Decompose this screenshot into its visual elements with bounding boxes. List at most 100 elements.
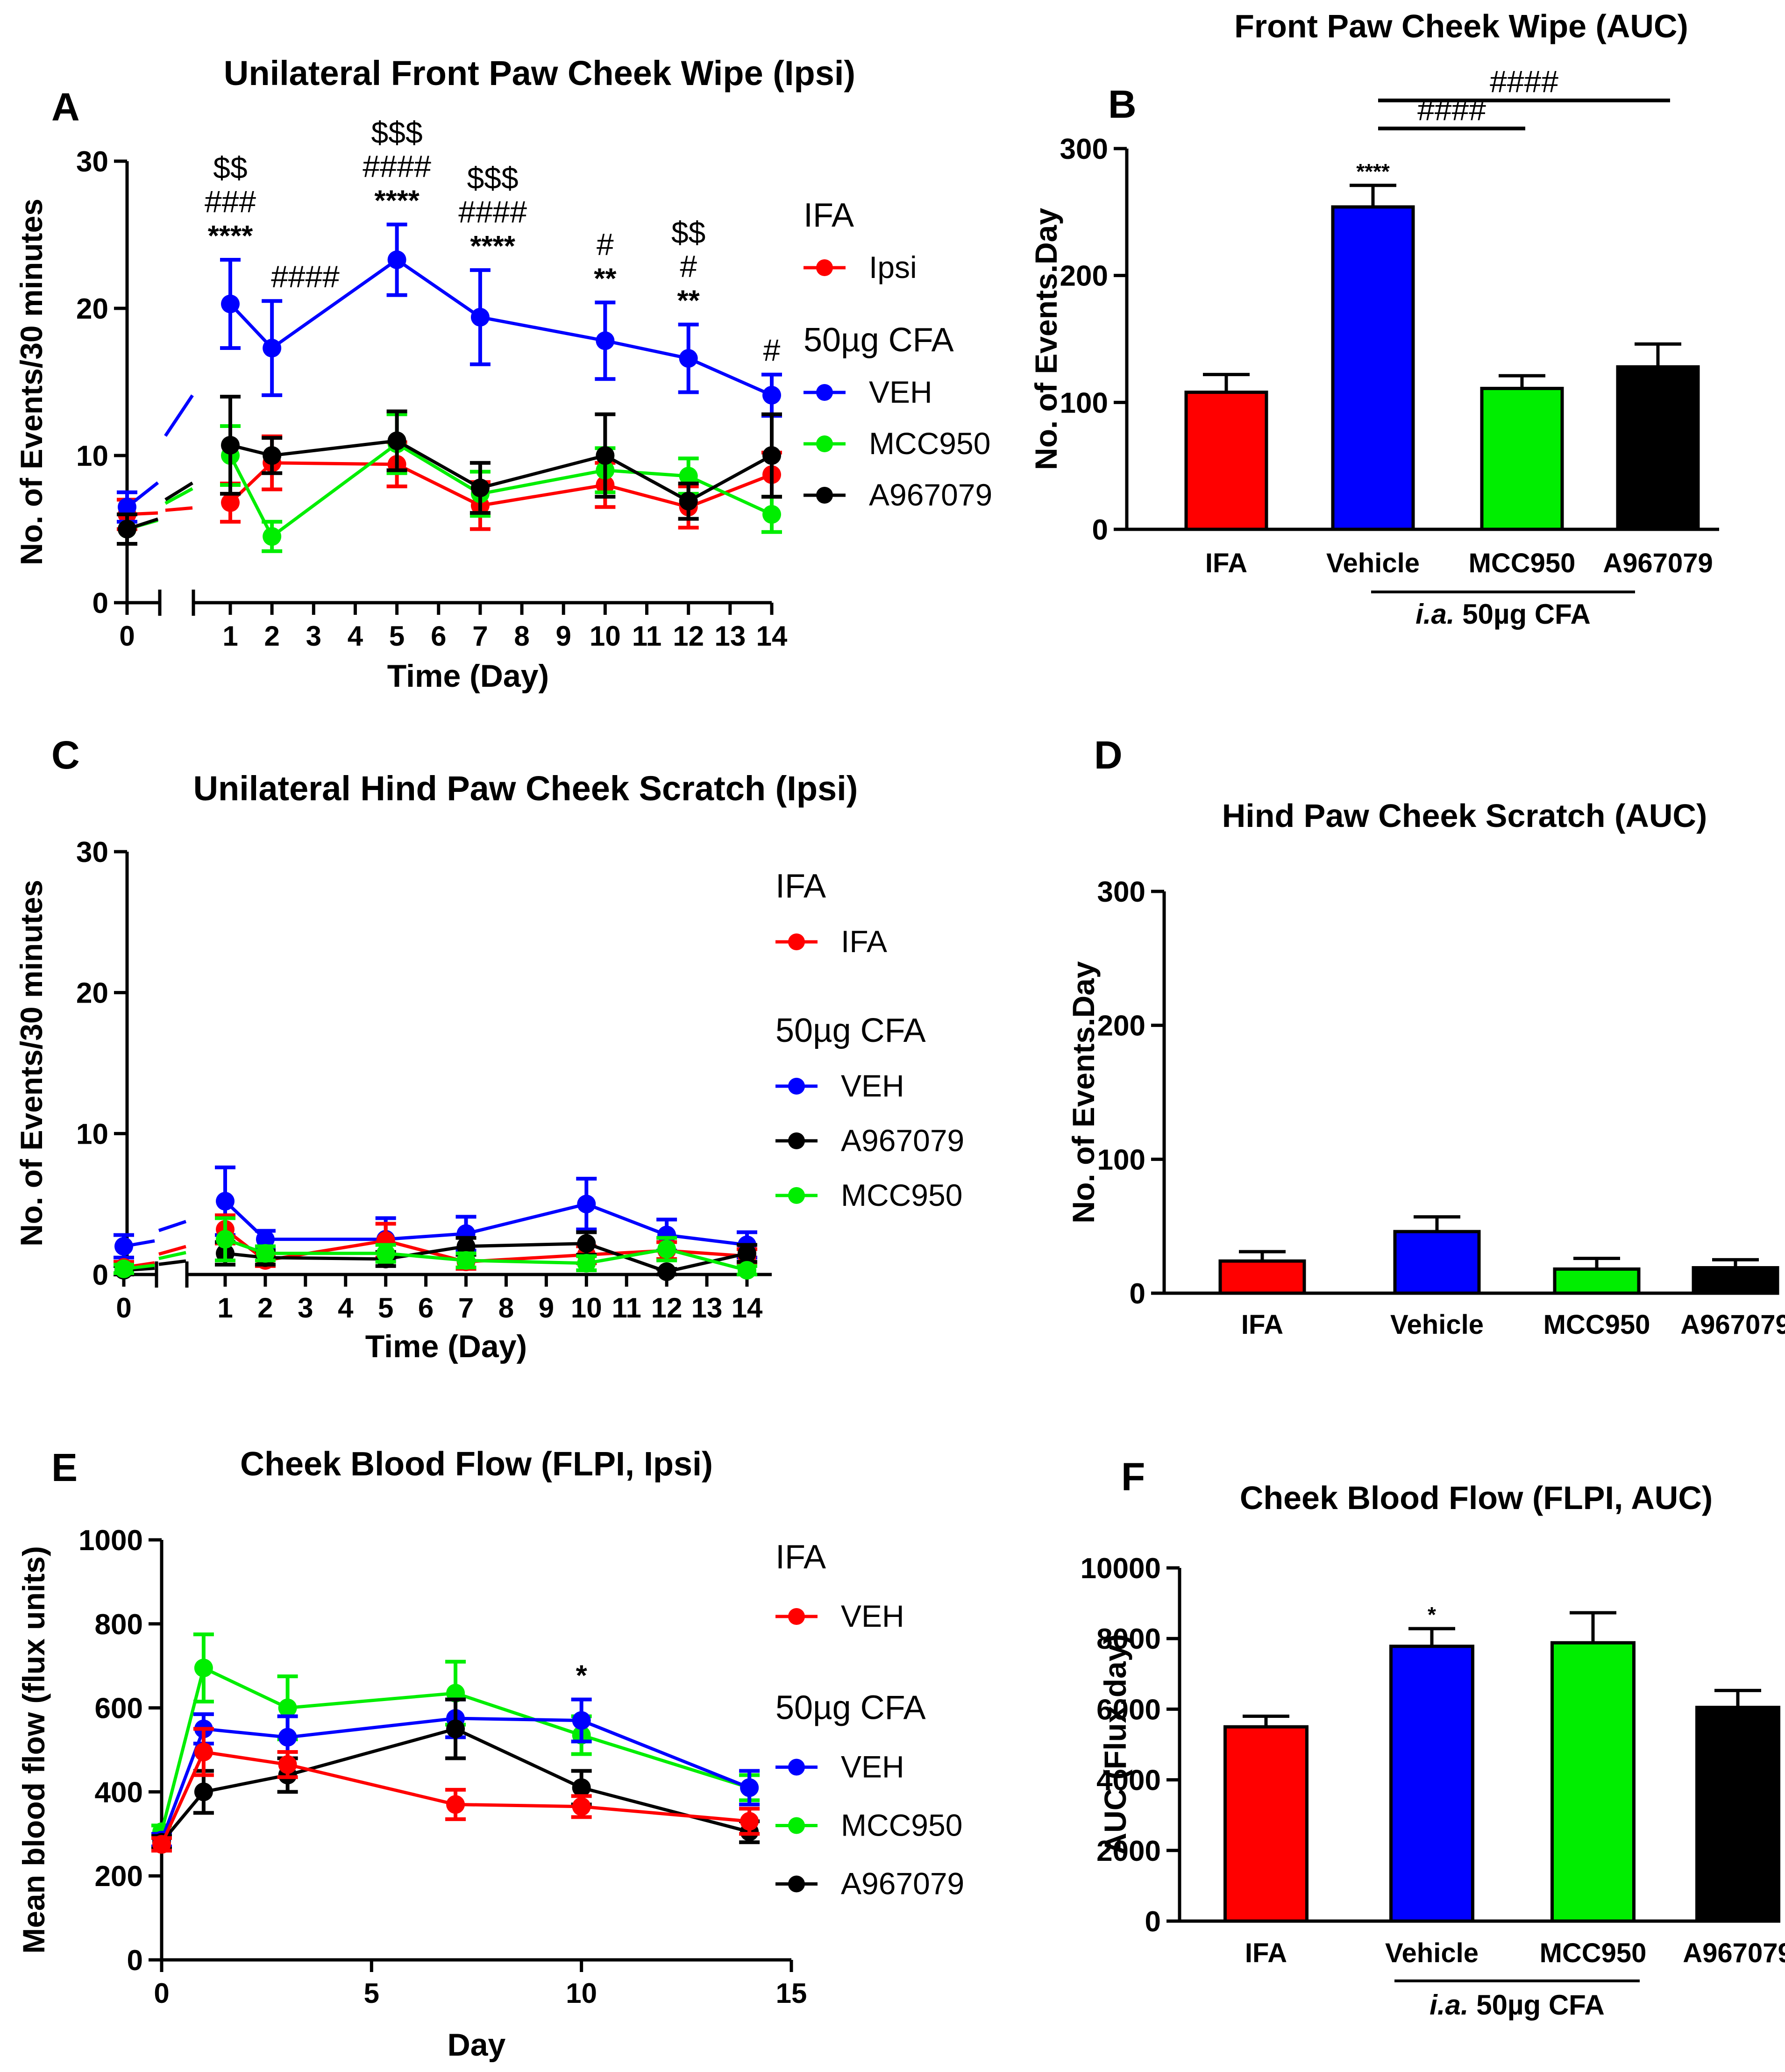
x-tick-label: 13 [691, 1292, 723, 1324]
y-tick-label: 10 [76, 1118, 108, 1150]
legend-swatch-marker [788, 1875, 805, 1893]
chart-title: Unilateral Front Paw Cheek Wipe (Ipsi) [224, 54, 855, 93]
legend-swatch-marker [788, 1187, 805, 1204]
bracket-label: #### [1490, 64, 1558, 99]
y-tick-label: 8000 [1096, 1623, 1161, 1655]
significance-annotation: $$$ [371, 115, 423, 150]
legend-swatch-marker [788, 1132, 805, 1149]
data-point [221, 294, 240, 313]
significance-annotation: $$ [671, 215, 705, 250]
legend: IFA IFA 50µg CFA VEH A967079 MCC950 [775, 868, 964, 1212]
x-tick-label: 8 [514, 620, 529, 652]
significance-annotation: $$ [213, 150, 247, 185]
x-tick-label: 2 [264, 620, 279, 652]
data-point [278, 1728, 297, 1747]
legend-header: IFA [775, 868, 826, 905]
panel-D: Hind Paw Cheek Scratch (AUC) D 0 100 200 300 N… [1066, 733, 1785, 1340]
y-axis-title: No. of Events/30 minutes [14, 199, 49, 565]
panel-label: F [1121, 1455, 1145, 1499]
data-point [114, 1259, 133, 1278]
x-tick-label: 9 [556, 620, 571, 652]
series-line-segment [158, 1259, 186, 1266]
x-tick-label: 14 [756, 620, 788, 652]
x-tick-label: 14 [732, 1292, 763, 1324]
y-tick-label: 200 [1060, 260, 1108, 292]
data-point [762, 505, 781, 524]
x-tick-label: 7 [458, 1292, 474, 1324]
significance-annotation: **** [374, 185, 420, 217]
significance-annotation: # [680, 249, 697, 284]
panel-C: Unilateral Hind Paw Cheek Scratch (Ipsi)… [14, 733, 964, 1364]
x-tick-label: 10 [566, 1978, 597, 2009]
data-point [216, 1230, 235, 1249]
category-label: Vehicle [1390, 1310, 1484, 1340]
x-tick-label: 1 [222, 620, 238, 652]
x-axis-title: Time (Day) [387, 658, 549, 694]
legend-swatch-marker [816, 259, 833, 276]
bracket-label: #### [1417, 92, 1486, 127]
series-line-segment [158, 1220, 187, 1232]
y-axis-title: Mean blood flow (flux units) [16, 1546, 51, 1954]
legend-label: VEH [841, 1068, 904, 1103]
data-point [596, 446, 615, 465]
legend: IFA Ipsi 50µg CFA VEH MCC950 A967079 [804, 197, 992, 512]
category-label: A967079 [1603, 548, 1713, 578]
data-point [470, 478, 490, 498]
chart-title: Hind Paw Cheek Scratch (AUC) [1222, 797, 1707, 834]
series-line [160, 1727, 750, 1844]
series-line-segment [164, 481, 193, 501]
legend-swatch-marker [788, 1077, 805, 1095]
data-point [572, 1711, 591, 1730]
data-point [263, 527, 282, 546]
y-tick-label: 0 [1145, 1906, 1161, 1938]
legend-header: 50µg CFA [775, 1012, 926, 1049]
data-point [577, 1234, 596, 1253]
panel-label: B [1108, 82, 1137, 126]
y-tick-label: 10000 [1081, 1552, 1161, 1585]
x-tick-label: 2 [257, 1292, 273, 1324]
group-label-italic: i.a. [1415, 598, 1454, 630]
significance-annotation: * [1428, 1602, 1436, 1627]
x-tick-label: 0 [154, 1978, 169, 2009]
y-tick-label: 600 [95, 1693, 143, 1725]
legend-header: 50µg CFA [775, 1689, 926, 1727]
group-label: i.a. 50µg CFA [1429, 1989, 1605, 2021]
category-label: IFA [1205, 548, 1247, 578]
category-label: MCC950 [1540, 1938, 1647, 1968]
category-label: MCC950 [1543, 1310, 1650, 1340]
data-point [572, 1778, 591, 1797]
significance-annotation: # [763, 333, 781, 367]
x-tick-label: 0 [119, 620, 135, 652]
x-tick-label: 6 [431, 620, 446, 652]
y-axis-title: AUC (Flux.day) [1098, 1634, 1132, 1855]
data-point [596, 331, 615, 350]
data-point [376, 1244, 395, 1263]
data-point [387, 250, 406, 270]
category-label: Vehicle [1385, 1938, 1479, 1968]
chart-title: Cheek Blood Flow (FLPI, Ipsi) [240, 1445, 713, 1483]
y-tick-label: 30 [76, 146, 108, 178]
legend-label: A967079 [869, 477, 992, 512]
group-label-text: 50µg CFA [1455, 598, 1591, 630]
y-tick-label: 0 [92, 587, 108, 619]
x-tick-label: 5 [364, 1978, 379, 2009]
data-point [679, 467, 698, 486]
data-point [256, 1244, 275, 1263]
bar-vehicle [1331, 205, 1415, 531]
data-point [740, 1812, 759, 1831]
bar-ifa [1184, 391, 1268, 531]
x-tick-label: 4 [338, 1292, 354, 1324]
legend-label: A967079 [841, 1123, 964, 1158]
y-tick-label: 400 [95, 1776, 143, 1809]
x-tick-label: 9 [539, 1292, 554, 1324]
data-point [577, 1195, 596, 1214]
panel-B: Front Paw Cheek Wipe (AUC) B 0 100 200 300 No.… [1029, 8, 1719, 630]
data-point [194, 1782, 213, 1801]
chart-title: Unilateral Hind Paw Cheek Scratch (Ipsi) [193, 769, 858, 808]
series-a967079 [117, 395, 782, 546]
series-line-segment [164, 487, 193, 505]
legend-header: IFA [804, 197, 854, 234]
data-point [114, 1237, 133, 1256]
significance-annotation: ** [677, 285, 700, 317]
y-tick-label: 300 [1097, 876, 1145, 908]
